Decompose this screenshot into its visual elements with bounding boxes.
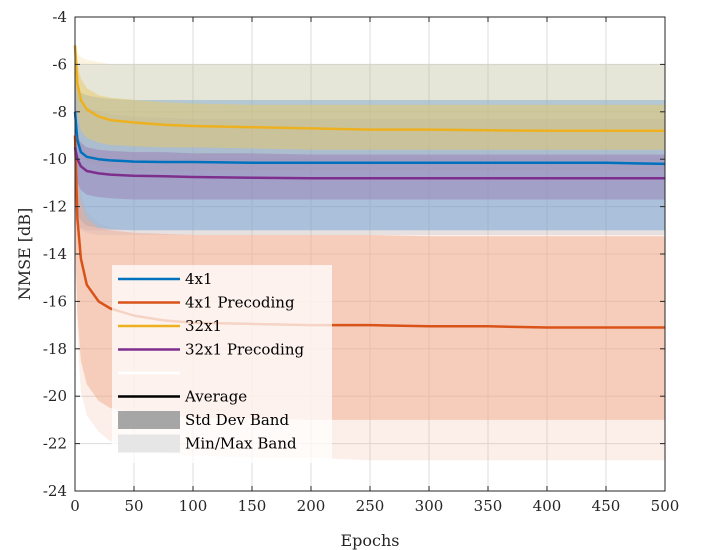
legend-label-std-dev-band: Std Dev Band [185, 411, 289, 429]
axes [74, 16, 666, 492]
x-tick-label: 500 [651, 497, 680, 515]
legend-label-4x1: 4x1 [185, 270, 213, 288]
x-tick-label: 200 [297, 497, 326, 515]
y-axis-label: NMSE [dB] [15, 208, 34, 301]
y-tick-label: -14 [43, 245, 67, 263]
legend-label-average: Average [184, 388, 247, 406]
series-line-32x1-precoding [73, 147, 665, 180]
y-tick-label: -16 [43, 292, 67, 310]
x-tick-label: 100 [179, 497, 208, 515]
x-tick-label: 400 [533, 497, 562, 515]
y-tick-label: -12 [43, 198, 67, 216]
y-tick-label: -10 [43, 150, 67, 168]
x-axis-label: Epochs [340, 531, 399, 550]
y-tick-label: -8 [52, 103, 67, 121]
x-tick-label: 150 [238, 497, 267, 515]
x-tick-label: 350 [474, 497, 503, 515]
x-tick-label: 50 [124, 497, 143, 515]
legend-label-32x1-precoding: 32x1 Precoding [185, 341, 304, 359]
x-tick-label: 450 [592, 497, 621, 515]
legend-swatch-min-max-band [118, 434, 180, 453]
y-tick-label: -4 [52, 8, 67, 26]
series-line-4x1 [73, 111, 666, 166]
legend-label-min-max-band: Min/Max Band [185, 435, 297, 453]
tick-labels: 0 50 100 150 200 250 300 350 400 450 500 -24 -22 -20 -… [43, 8, 679, 515]
legend-label-32x1: 32x1 [185, 317, 222, 335]
series-line-32x1 [73, 45, 665, 133]
x-tick-label: 0 [70, 497, 80, 515]
x-tick-label: 250 [356, 497, 385, 515]
legend: 4x1 4x1 Precoding 32x1 32x1 Precoding Averag… [112, 265, 332, 463]
x-tick-label: 300 [415, 497, 444, 515]
y-tick-label: -20 [43, 387, 67, 405]
legend-swatch-std-dev-band [118, 411, 180, 429]
legend-box [112, 265, 332, 463]
legend-label-4x1-precoding: 4x1 Precoding [185, 294, 295, 312]
y-tick-label: -24 [43, 482, 67, 500]
std-band-32x1 [75, 40, 665, 150]
y-tick-label: -18 [43, 340, 67, 358]
y-tick-label: -6 [52, 55, 67, 73]
y-tick-label: -22 [43, 435, 67, 453]
